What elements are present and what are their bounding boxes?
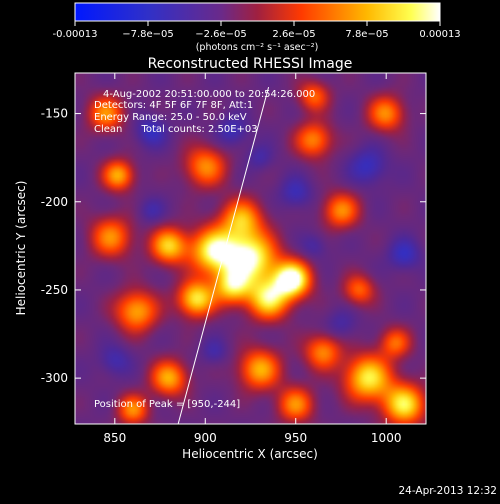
timestamp: 24-Apr-2013 12:32 xyxy=(398,485,497,497)
solar-limb-line xyxy=(177,86,270,424)
y-axis-label: Heliocentric Y (arcsec) xyxy=(14,181,28,316)
annotation-clean-counts: Clean Total counts: 2.50E+03 xyxy=(94,124,258,135)
annotation-detectors: Detectors: 4F 5F 6F 7F 8F, Att:1 xyxy=(94,100,253,111)
colorbar-tick-label: 2.6e−05 xyxy=(272,29,315,40)
colorbar-tick-label: −7.8e−05 xyxy=(122,29,174,40)
heatmap-image xyxy=(75,73,426,424)
peak-position-label: Position of Peak = [950,-244] xyxy=(94,399,240,410)
chart-title: Reconstructed RHESSI Image xyxy=(148,56,353,72)
y-axis-ticks: -150 -200 -250 -300 xyxy=(41,107,426,385)
colorbar-unit-label: (photons cm⁻² s⁻¹ asec⁻²) xyxy=(196,42,319,53)
x-tick-label: 900 xyxy=(194,431,217,445)
x-axis-ticks: 850 900 950 1000 xyxy=(103,73,401,445)
x-axis-label: Heliocentric X (arcsec) xyxy=(182,447,318,461)
colorbar xyxy=(74,2,441,22)
x-tick-label: 1000 xyxy=(371,431,402,445)
x-tick-label: 950 xyxy=(284,431,307,445)
annotation-time-range: 4-Aug-2002 20:51:00.000 to 20:54:26.000 xyxy=(103,89,315,100)
y-tick-label: -150 xyxy=(41,107,68,121)
annotation-energy-range: Energy Range: 25.0 - 50.0 keV xyxy=(94,112,247,123)
y-tick-label: -300 xyxy=(41,371,68,385)
colorbar-tick-label: 0.00013 xyxy=(419,29,460,40)
colorbar-ticks: -0.00013 −7.8e−05 −2.6e−05 2.6e−05 7.8e−05 0.… xyxy=(53,21,461,40)
y-tick-label: -200 xyxy=(41,195,68,209)
plot-frame xyxy=(74,72,427,425)
colorbar-tick-label: −2.6e−05 xyxy=(195,29,247,40)
y-tick-label: -250 xyxy=(41,283,68,297)
colorbar-tick-label: 7.8e−05 xyxy=(345,29,388,40)
colorbar-tick-label: -0.00013 xyxy=(53,29,98,40)
x-tick-label: 850 xyxy=(103,431,126,445)
